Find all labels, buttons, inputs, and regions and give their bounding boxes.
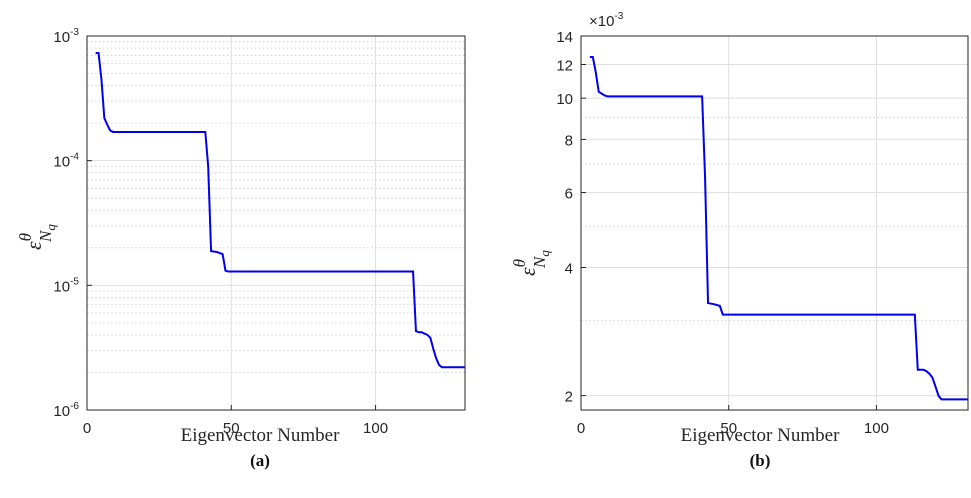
series-line-b (589, 55, 968, 401)
minor-grid-a (87, 41, 465, 373)
x-tick-label: 0 (577, 420, 585, 437)
minor-grid-b (581, 117, 968, 322)
y-tick-label: 10-3 (53, 27, 79, 46)
major-grid-a (87, 36, 465, 410)
x-axis-label: Eigenvector Number (681, 425, 840, 446)
y-tick-label: 2 (565, 389, 573, 406)
tick-marks-b (580, 35, 877, 410)
panel-label: (a) (250, 451, 270, 470)
x-tick-label: 0 (83, 420, 91, 437)
y-tick-label: 10 (556, 91, 573, 108)
x-tick-label: 100 (363, 420, 388, 437)
tick-marks-a (86, 35, 377, 411)
series-line-a (95, 52, 465, 369)
y-tick-label: 6 (565, 186, 573, 203)
major-grid-b (581, 36, 968, 410)
y-tick-label: 4 (565, 261, 573, 278)
y-axis-label: εθNq (510, 250, 552, 276)
y-tick-label: 14 (556, 29, 573, 46)
y-tick-label: 10-5 (53, 276, 79, 295)
x-tick-label: 50 (223, 420, 240, 437)
chart-b: 0 50 100 2 4 6 8 10 12 14 ×10-3 Eigenvec… (510, 11, 969, 470)
y-tick-label: 12 (556, 57, 573, 74)
y-axis-label: εθNq (16, 224, 58, 250)
axes-frame-a (86, 35, 466, 411)
chart-a: 0 50 100 10-6 10-5 10-4 10-3 Eigenvector… (16, 27, 466, 470)
y-axis-multiplier: ×10-3 (589, 11, 624, 30)
y-tick-label: 10-6 (53, 401, 79, 420)
y-tick-label: 10-4 (53, 152, 79, 171)
panel-label: (b) (750, 451, 771, 470)
x-tick-label: 100 (864, 420, 889, 437)
axes-frame-b (580, 35, 969, 411)
y-tick-label: 8 (565, 132, 573, 149)
x-tick-label: 50 (720, 420, 737, 437)
x-axis-label: Eigenvector Number (181, 425, 340, 446)
